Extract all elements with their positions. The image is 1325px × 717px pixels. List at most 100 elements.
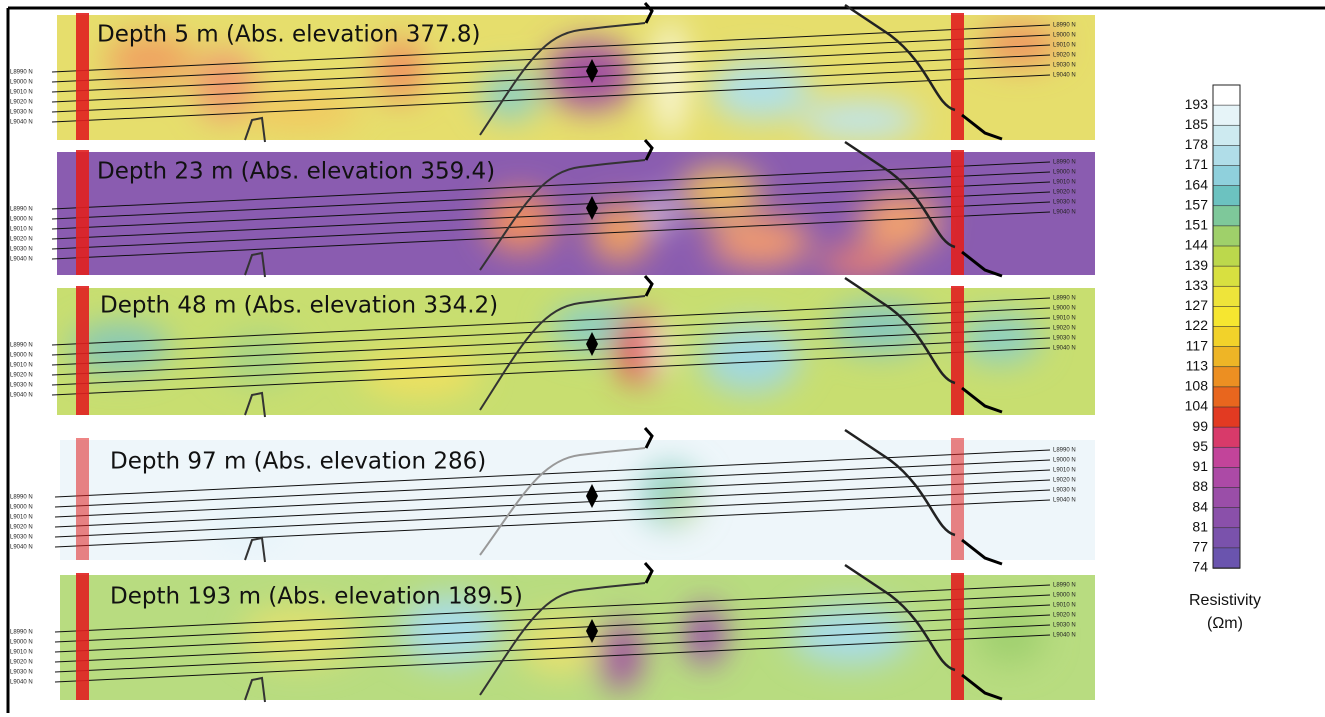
anomaly [652,323,668,373]
depth-slice: L8990 NL8990 NL9000 NL9000 NL9010 NL9010… [10,563,1095,702]
line-label: L9040 N [1053,346,1076,352]
line-label: L9030 N [1053,623,1076,629]
colorbar-tick: 74 [1192,559,1208,575]
colorbar: 1931851781711641571511441391331271221171… [1185,85,1261,632]
anomaly [680,167,760,217]
line-label: L9040 N [1053,73,1076,79]
line-label: L8990 N [10,495,33,501]
line-label: L9030 N [10,110,33,116]
line-label: L9000 N [1053,33,1076,39]
colorbar-tick: 122 [1185,317,1209,333]
color-swatch [1213,266,1240,287]
colorbar-tick: 81 [1192,518,1208,534]
color-swatch [1213,528,1240,549]
colorbar-unit: (Ωm) [1207,615,1243,632]
line-label: L9020 N [1053,613,1076,619]
line-label: L9030 N [1053,63,1076,69]
line-label: L9010 N [1053,603,1076,609]
line-label: L8990 N [1053,160,1076,166]
line-label: L9040 N [10,120,33,126]
color-swatch [1213,105,1240,126]
slice-title: Depth 5 m (Abs. elevation 377.8) [97,22,481,48]
line-label: L9020 N [10,525,33,531]
colorbar-tick: 171 [1185,156,1209,172]
line-label: L9010 N [1053,468,1076,474]
color-swatch [1213,286,1240,307]
line-label: L9000 N [10,505,33,511]
colorbar-tick: 185 [1185,116,1209,132]
line-label: L9010 N [10,515,33,521]
colorbar-tick: 193 [1185,96,1209,112]
colorbar-tick: 95 [1192,438,1208,454]
line-label: L9010 N [1053,180,1076,186]
color-swatch [1213,387,1240,408]
slice-title: Depth 193 m (Abs. elevation 189.5) [110,584,523,610]
line-label: L9000 N [10,80,33,86]
anomaly [480,70,540,120]
line-label: L8990 N [10,630,33,636]
color-swatch [1213,447,1240,468]
borehole [76,438,89,560]
colorbar-tick: 178 [1185,136,1209,152]
slice-title: Depth 23 m (Abs. elevation 359.4) [97,159,495,185]
line-label: L9030 N [10,535,33,541]
line-label: L9010 N [1053,316,1076,322]
colorbar-tick: 133 [1185,277,1209,293]
line-label: L9030 N [1053,488,1076,494]
anomaly [860,192,940,252]
color-swatch [1213,407,1240,428]
color-swatch [1213,427,1240,448]
colorbar-tick: 151 [1185,217,1209,233]
anomaly [650,197,670,227]
line-label: L9040 N [1053,210,1076,216]
line-label: L9000 N [1053,593,1076,599]
line-label: L9040 N [10,257,33,263]
line-label: L9020 N [1053,190,1076,196]
anomaly [485,192,555,252]
color-swatch [1213,508,1240,529]
colorbar-tick: 127 [1185,297,1209,313]
line-label: L9010 N [1053,43,1076,49]
borehole [951,150,964,275]
line-label: L9030 N [1053,200,1076,206]
line-label: L9000 N [10,640,33,646]
line-label: L9010 N [10,90,33,96]
borehole [951,573,964,700]
colorbar-tick: 88 [1192,478,1208,494]
line-label: L9020 N [1053,326,1076,332]
borehole [76,573,89,700]
line-label: L9010 N [10,227,33,233]
slice-title: Depth 48 m (Abs. elevation 334.2) [100,293,498,319]
colorbar-tick: 99 [1192,418,1208,434]
line-label: L9020 N [10,373,33,379]
anomaly [640,465,700,525]
line-label: L9030 N [10,247,33,253]
borehole [951,286,964,415]
line-label: L8990 N [1053,448,1076,454]
colorbar-tick: 144 [1185,237,1209,253]
color-swatch [1213,206,1240,227]
anomaly [975,605,1045,665]
color-swatch [1213,85,1240,106]
color-swatch [1213,186,1240,207]
anomaly [658,20,682,140]
color-swatch [1213,306,1240,327]
line-label: L8990 N [1053,296,1076,302]
line-label: L9030 N [10,383,33,389]
line-label: L9020 N [1053,53,1076,59]
borehole [951,13,964,140]
colorbar-tick: 77 [1192,539,1208,555]
anomaly [685,605,725,665]
line-label: L9020 N [10,100,33,106]
line-label: L9030 N [1053,336,1076,342]
line-label: L8990 N [10,343,33,349]
panels: L8990 N L8990 N L9000 N L9000 N L9010 N L9010… [10,3,1095,702]
color-swatch [1213,166,1240,187]
colorbar-tick: 113 [1186,357,1209,373]
colorbar-tick: 91 [1192,458,1208,474]
colorbar-label: Resistivity [1189,592,1261,609]
anomaly [375,40,425,100]
borehole [76,286,89,415]
